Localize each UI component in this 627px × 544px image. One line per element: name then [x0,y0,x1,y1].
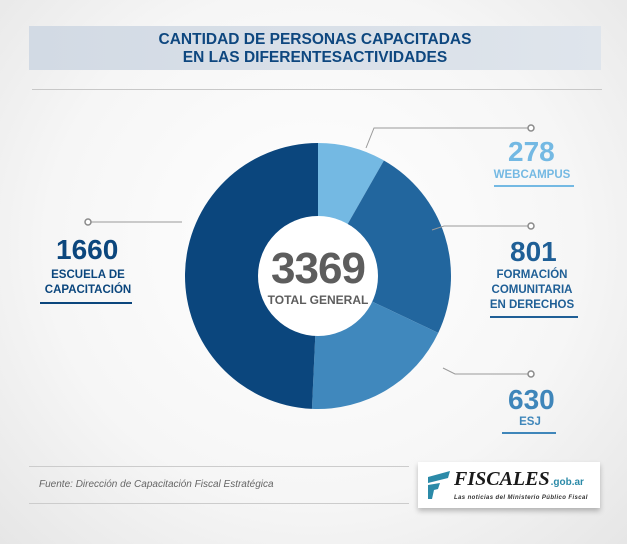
slice-escuela-de-capacitaci-n [184,143,318,409]
formacion-underline [490,316,578,318]
formacion-label-2: COMUNITARIA [491,284,573,296]
formacion-value: 801 [510,236,557,267]
escuela-label: ESCUELA DE CAPACITACIÓN [36,268,140,298]
leader-lines [90,127,531,375]
logo-tagline: Las noticias del Ministerio Público Fisc… [454,495,588,501]
total-value: 3369 [271,244,366,293]
total-label: TOTAL GENERAL [267,293,369,307]
source-note: Fuente: Dirección de Capacitación Fiscal… [29,466,409,504]
escuela-value: 1660 [56,234,119,265]
escuela-label-2: CAPACITACIÓN [44,284,132,296]
leader-formacion [431,225,531,231]
dot-formacion [527,222,535,230]
title-line-1: CANTIDAD DE PERSONAS CAPACITADAS [158,31,472,48]
esj-label: ESJ [519,416,541,428]
dot-escuela [84,218,92,226]
logo-domain: .gob.ar [550,477,584,488]
logo-wordmark: FISCALES .gob.ar [454,467,584,491]
esj-underline [502,432,556,434]
webcampus-underline [494,185,574,187]
formacion-label-3: EN DERECHOS [489,299,575,311]
webcampus-label: WEBCAMPUS [493,169,571,181]
fiscales-logo-icon [428,471,450,499]
escuela-label-1: ESCUELA DE [51,269,125,281]
divider [32,89,602,90]
leader-webcampus [365,127,531,149]
donut-hole [258,216,378,336]
esj-value: 630 [508,384,555,415]
dot-webcampus [527,124,535,132]
logo-brand: FISCALES [454,468,550,490]
fiscales-logo: FISCALES .gob.ar Las noticias del Minist… [418,462,600,508]
title-line-2: EN LAS DIFERENTESACTIVIDADES [182,49,448,66]
formacion-label: FORMACIÓN COMUNITARIA EN DERECHOS [484,268,580,313]
chart-title: CANTIDAD DE PERSONAS CAPACITADAS EN LAS … [29,26,601,70]
formacion-label-1: FORMACIÓN [496,269,568,281]
dot-esj [527,370,535,378]
leader-esj [442,367,531,375]
escuela-underline [40,302,132,304]
webcampus-value: 278 [508,136,555,167]
